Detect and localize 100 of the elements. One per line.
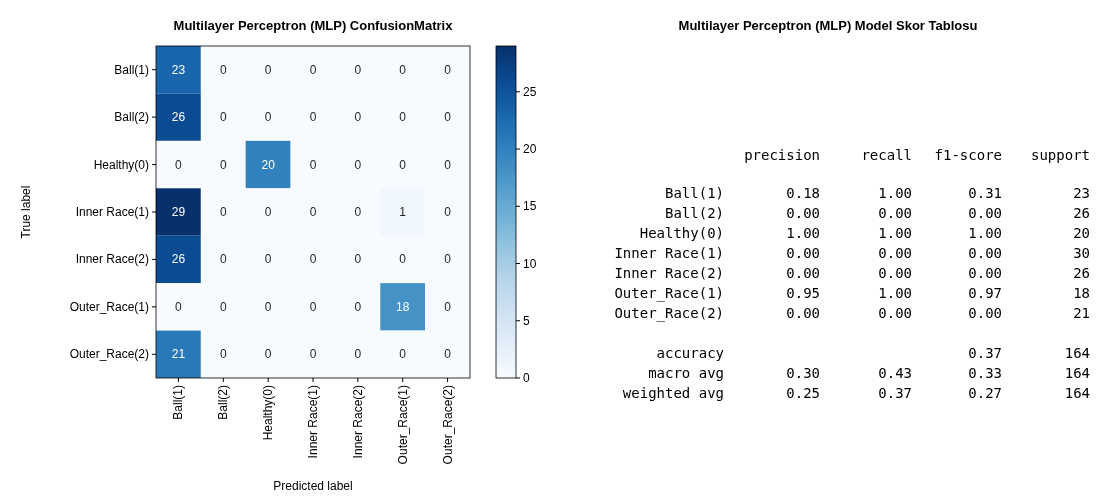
data-label: 0.00 [786, 305, 820, 321]
category-label: Ball(2) [664, 205, 724, 221]
data-label: 0 [354, 205, 362, 219]
category-label: Outer_Race(2) [614, 305, 724, 322]
text: recall [861, 147, 912, 163]
data-label: 30 [1073, 245, 1090, 261]
data-label: 0 [175, 157, 183, 172]
data-label: 0.00 [968, 205, 1002, 221]
color-bar-label: 25 [523, 84, 537, 99]
category-label: Healthy(0) [639, 225, 724, 241]
data-label: 0 [444, 299, 452, 314]
data-label: 0 [219, 347, 227, 362]
text: support [1030, 147, 1090, 163]
data-label: 0 [399, 347, 407, 362]
data-label: 0 [444, 205, 452, 219]
data-label: 0 [309, 205, 317, 219]
data-label: 21 [171, 347, 186, 362]
category-label: accuracy [656, 345, 724, 361]
x-tick-label: Ball(1) [171, 385, 186, 420]
data-label: 0.37 [968, 345, 1002, 361]
category-label: macro avg [648, 365, 724, 381]
data-label: 0 [399, 157, 407, 172]
data-label: 1.00 [968, 225, 1002, 241]
y-tick-label: Healthy(0) [93, 157, 149, 172]
data-label: 0 [354, 252, 362, 267]
y-tick-label: Outer_Race(1) [69, 299, 149, 314]
data-label: 0 [219, 62, 227, 77]
data-label: 0.00 [786, 245, 820, 261]
x-tick-label: Inner Race(2) [350, 385, 365, 459]
color-bar-label: 0 [523, 371, 530, 385]
x-tick-label: Outer_Race(2) [440, 385, 455, 465]
data-label: 26 [171, 110, 186, 125]
category-label: weighted avg [622, 385, 724, 401]
data-label: 0.00 [968, 245, 1002, 261]
data-label: 0 [264, 110, 272, 125]
x-tick-label: Healthy(0) [261, 385, 276, 441]
color-bar-label: 15 [523, 199, 537, 214]
category-label: Inner Race(2) [614, 265, 724, 281]
y-tick-label: Ball(2) [114, 110, 149, 125]
data-label: 1.00 [786, 225, 820, 241]
category-label: Ball(1) [664, 185, 724, 201]
y-axis-title: True label [19, 185, 33, 239]
data-label: 0 [219, 157, 227, 172]
data-label: 0 [264, 62, 272, 77]
data-label: 164 [1064, 385, 1090, 401]
data-label: 1.00 [878, 185, 912, 201]
data-label: 0 [175, 299, 183, 314]
data-label: 1.00 [878, 225, 912, 241]
category-label: Inner Race(1) [614, 245, 724, 261]
data-label: 18 [1073, 285, 1090, 301]
data-label: 0 [309, 347, 317, 362]
data-label: 0 [264, 347, 272, 362]
x-tick-label: Inner Race(1) [306, 385, 320, 459]
data-label: 0 [309, 157, 317, 172]
data-label: 0.00 [878, 245, 912, 261]
data-label: 0 [354, 110, 362, 125]
y-tick-label: Ball(1) [114, 62, 149, 77]
data-label: 0.00 [878, 265, 912, 281]
data-label: 0.00 [878, 205, 912, 221]
data-label: 0 [399, 110, 407, 125]
data-label: 0 [219, 205, 227, 219]
text: Multilayer Perceptron (MLP) Model Skor Tablosu [678, 18, 978, 33]
data-label: 0 [309, 252, 317, 267]
color-bar-label: 5 [523, 313, 530, 328]
data-label: 0 [399, 62, 407, 77]
color-bar-label: 20 [523, 142, 537, 157]
data-label: 164 [1064, 365, 1090, 381]
data-label: 26 [1073, 265, 1090, 281]
x-tick-label: Ball(2) [216, 385, 231, 420]
color-bar-label: 10 [523, 256, 537, 271]
y-tick-label: Outer_Race(2) [69, 347, 149, 362]
data-label: 0 [354, 157, 362, 172]
data-label: 0.00 [786, 265, 820, 281]
data-label: 164 [1064, 345, 1090, 361]
data-label: 23 [171, 62, 186, 77]
data-label: 0 [264, 205, 272, 219]
category-label: Outer_Race(1) [614, 285, 724, 302]
data-label: 1.00 [878, 285, 912, 301]
data-label: 0 [354, 299, 362, 314]
data-label: 20 [261, 157, 276, 172]
data-label: 0.97 [968, 285, 1002, 301]
chart-title: Multilayer Perceptron (MLP) ConfusionMatrix [173, 18, 454, 33]
data-label: 0 [309, 110, 317, 125]
data-label: 0 [444, 157, 452, 172]
data-label: 0 [444, 347, 452, 362]
data-label: 0.33 [968, 365, 1002, 381]
data-label: 0 [444, 62, 452, 77]
data-label: 0 [264, 252, 272, 267]
data-label: 0.30 [786, 365, 820, 381]
data-label: 0 [219, 299, 227, 314]
data-label: 26 [1073, 205, 1090, 221]
data-label: 0 [264, 299, 272, 314]
data-label: 0 [219, 252, 227, 267]
data-label: 0.27 [968, 385, 1002, 401]
data-label: 0.00 [878, 305, 912, 321]
data-label: 0 [354, 62, 362, 77]
text: precision [744, 147, 820, 163]
y-tick-label: Inner Race(1) [75, 205, 149, 219]
data-label: 29 [171, 205, 186, 219]
x-axis-title: Predicted label [273, 479, 353, 493]
